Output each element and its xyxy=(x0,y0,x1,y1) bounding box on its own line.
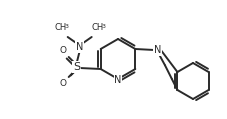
Text: CH: CH xyxy=(54,22,67,32)
Text: O: O xyxy=(59,45,66,55)
Text: CH: CH xyxy=(91,22,103,32)
Text: N: N xyxy=(153,45,160,55)
Text: N: N xyxy=(76,42,83,52)
Text: O: O xyxy=(59,79,66,89)
Text: S: S xyxy=(73,62,80,72)
Text: 3: 3 xyxy=(64,24,68,29)
Text: 3: 3 xyxy=(101,24,105,29)
Text: N: N xyxy=(114,75,121,85)
